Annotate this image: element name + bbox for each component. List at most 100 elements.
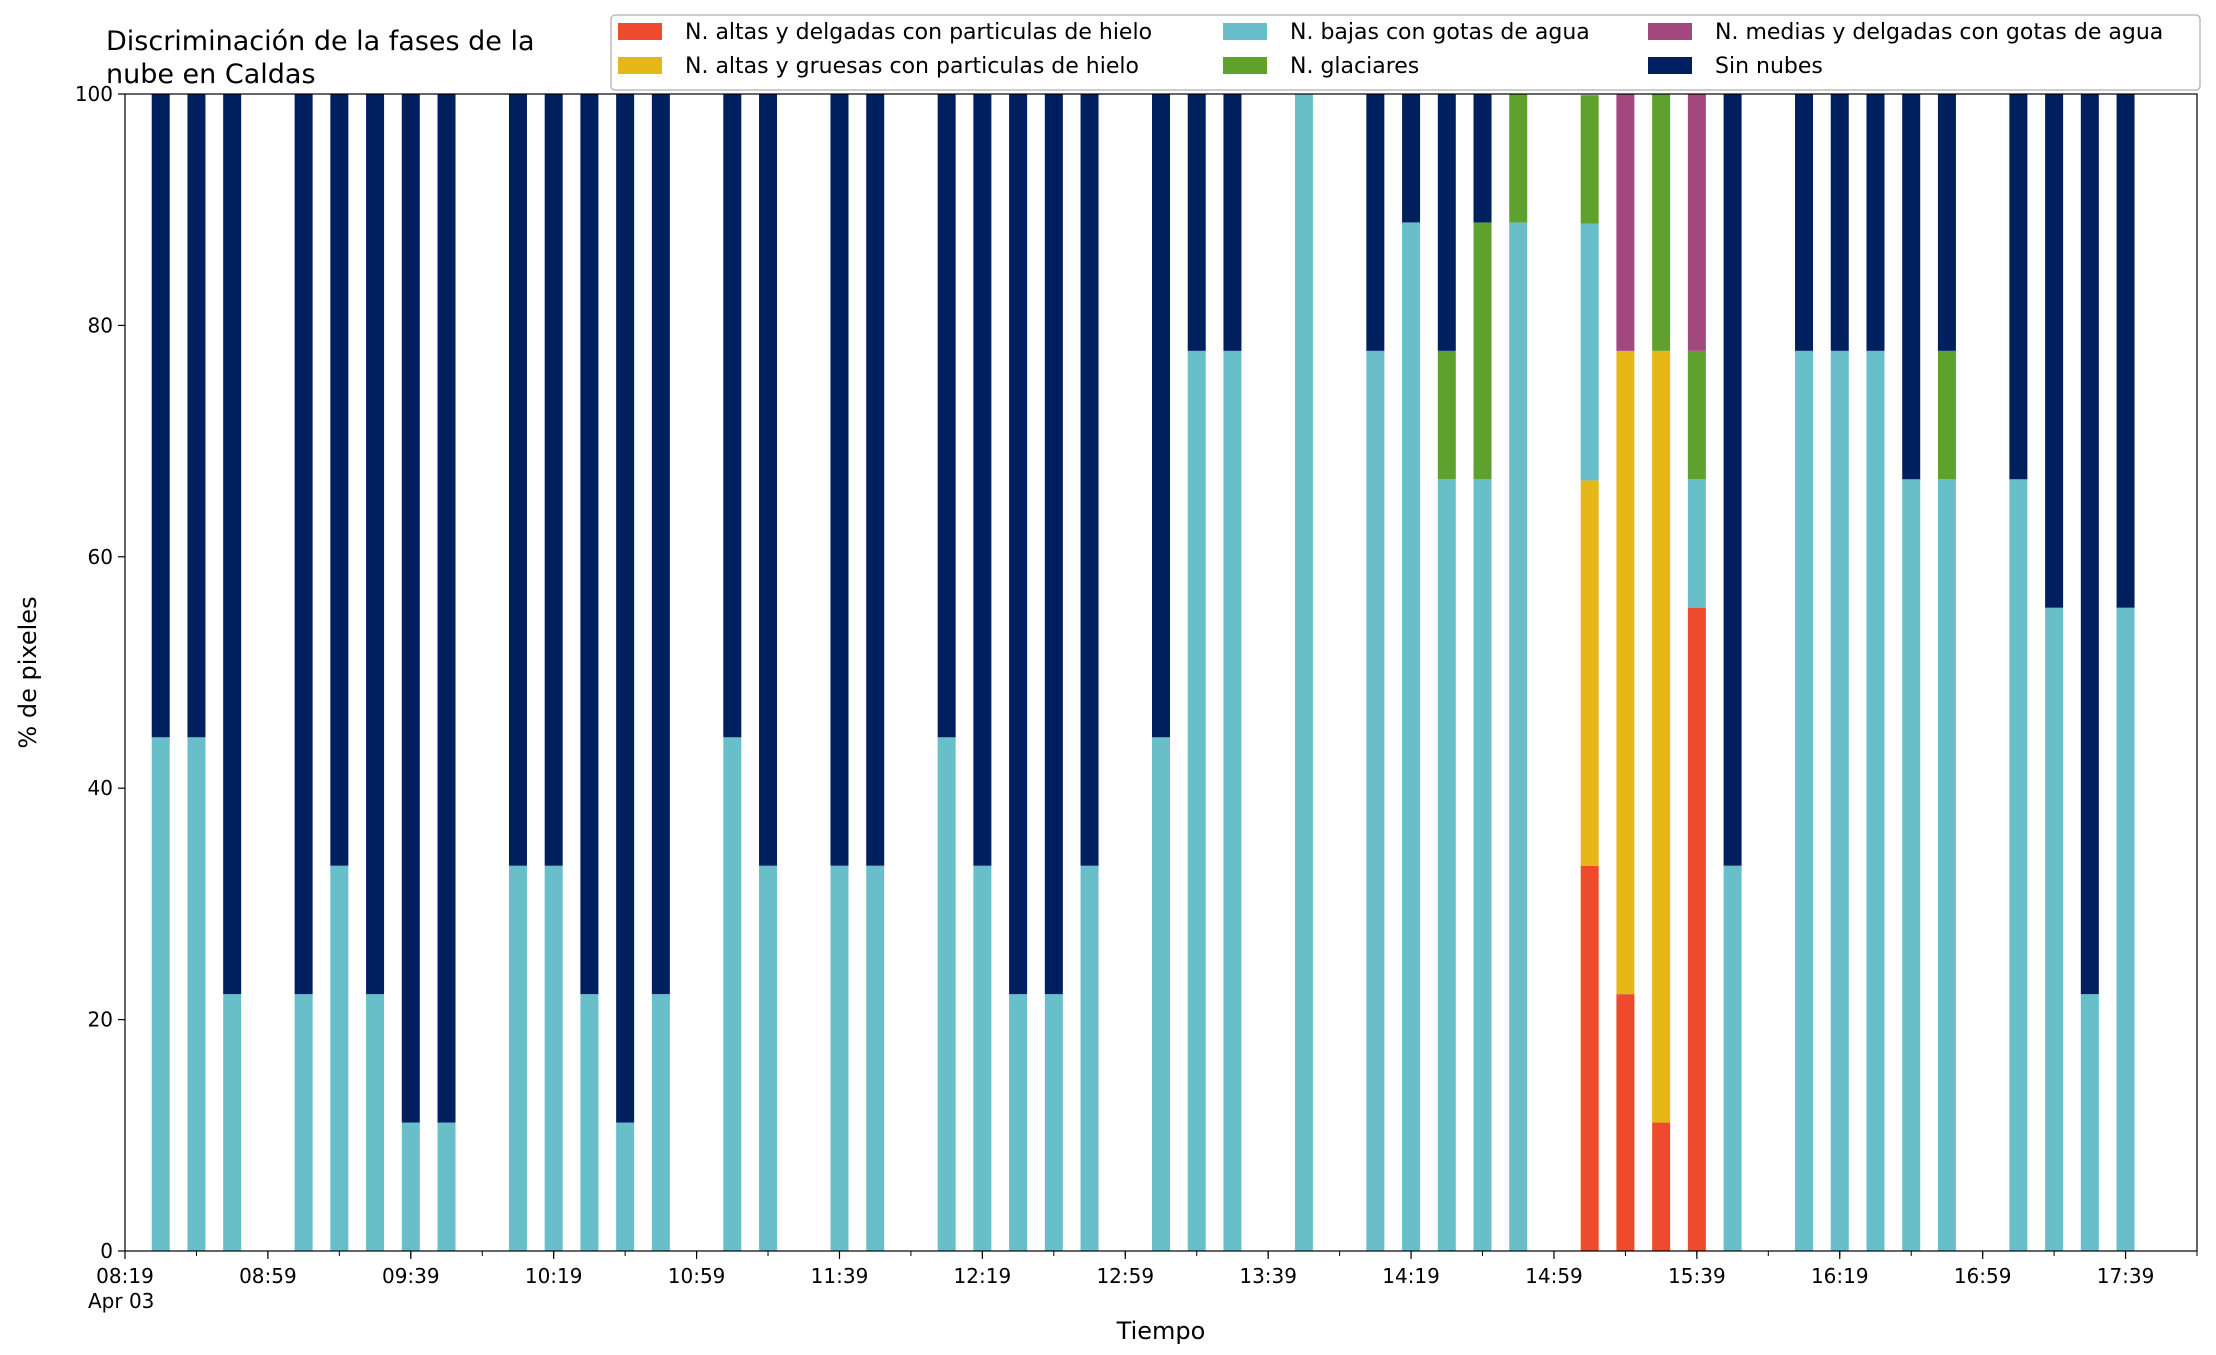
bar-segment-1-5 xyxy=(187,94,206,738)
bar-segment-17-2 xyxy=(937,737,956,1251)
bar-segment-33-3 xyxy=(1652,94,1671,351)
bar-segment-23-2 xyxy=(1187,350,1206,1252)
legend-swatch-1 xyxy=(618,57,662,74)
bar-segment-33-1 xyxy=(1652,350,1671,1123)
bar-segment-17-5 xyxy=(937,94,956,738)
bar-segment-40-3 xyxy=(1937,350,1956,480)
bar-segment-32-4 xyxy=(1616,94,1635,351)
bar-segment-4-2 xyxy=(330,865,349,1251)
bar-segment-5-5 xyxy=(366,94,385,995)
x-tick-label-7: 12:59 xyxy=(1096,1264,1154,1288)
bar-segment-38-2 xyxy=(1866,350,1885,1252)
bar-segment-28-5 xyxy=(1437,94,1456,351)
y-tick-label-100: 100 xyxy=(75,82,113,106)
bar-segment-29-3 xyxy=(1473,222,1492,480)
bar-segment-0-2 xyxy=(151,737,170,1251)
legend-label-0: N. altas y delgadas con particulas de hi… xyxy=(685,20,1152,45)
legend-frame xyxy=(610,14,2201,91)
bar-segment-40-5 xyxy=(1937,94,1956,351)
bar-segment-16-5 xyxy=(866,94,885,866)
legend-label-3: N. glaciares xyxy=(1290,54,1419,79)
x-axis-label: Tiempo xyxy=(1116,1317,1206,1345)
x-tick-label-2: 09:39 xyxy=(382,1264,440,1288)
bar-segment-31-2 xyxy=(1580,223,1599,481)
plot-frame xyxy=(124,93,2198,1252)
bar-segment-44-2 xyxy=(2116,607,2135,1251)
bar-segment-34-0 xyxy=(1687,607,1706,1251)
bar-segment-15-2 xyxy=(830,865,849,1251)
bar-segment-7-5 xyxy=(437,94,456,1123)
x-tick-label-14: 17:39 xyxy=(2097,1264,2155,1288)
x-tick-label-13: 16:59 xyxy=(1954,1264,2012,1288)
x-tick-label-6: 12:19 xyxy=(954,1264,1012,1288)
bar-segment-22-2 xyxy=(1152,737,1170,1251)
bar-segment-24-5 xyxy=(1223,94,1242,351)
bar-segment-13-2 xyxy=(723,737,742,1251)
bar-segment-37-2 xyxy=(1830,350,1849,1252)
bar-segment-22-5 xyxy=(1152,94,1170,738)
x-tick-label-0: 08:19 xyxy=(96,1264,154,1288)
bar-segment-32-0 xyxy=(1616,994,1635,1251)
bar-segment-26-2 xyxy=(1366,350,1385,1252)
bar-segment-10-5 xyxy=(580,94,599,995)
bar-segment-34-3 xyxy=(1687,350,1706,480)
bar-segment-4-5 xyxy=(330,94,349,866)
bar-segment-26-5 xyxy=(1366,94,1385,351)
bar-segment-44-5 xyxy=(2116,94,2135,608)
bar-segment-14-2 xyxy=(759,865,778,1251)
x-tick-label-4: 10:59 xyxy=(668,1264,726,1288)
bar-segment-9-5 xyxy=(544,94,563,866)
bar-segment-18-2 xyxy=(973,865,992,1251)
bar-segment-30-2 xyxy=(1509,222,1528,1252)
legend-label-4: N. medias y delgadas con gotas de agua xyxy=(1715,20,2163,45)
bar-segment-9-2 xyxy=(544,865,563,1251)
y-tick-label-80: 80 xyxy=(88,313,113,337)
bar-segment-14-5 xyxy=(759,94,778,866)
x-tick-label-10: 14:59 xyxy=(1525,1264,1583,1288)
bar-segment-35-2 xyxy=(1723,865,1742,1251)
bar-segment-10-2 xyxy=(580,994,599,1251)
bar-segment-19-5 xyxy=(1009,94,1028,995)
x-tick-label-9: 14:19 xyxy=(1382,1264,1440,1288)
x-tick-label-11: 15:39 xyxy=(1668,1264,1726,1288)
legend-swatch-3 xyxy=(1223,57,1267,74)
x-tick-label-5: 11:39 xyxy=(811,1264,869,1288)
bar-segment-5-2 xyxy=(366,994,385,1251)
bar-segment-24-2 xyxy=(1223,350,1242,1252)
legend-label-5: Sin nubes xyxy=(1715,54,1823,79)
y-tick-label-0: 0 xyxy=(100,1239,113,1263)
bar-segment-6-2 xyxy=(401,1122,420,1251)
bar-segment-3-2 xyxy=(294,994,313,1251)
bar-segment-41-5 xyxy=(2009,94,2028,480)
bar-segment-8-5 xyxy=(508,94,527,866)
bar-segment-40-2 xyxy=(1937,479,1956,1251)
bar-segment-27-5 xyxy=(1402,94,1421,223)
y-tick-label-20: 20 xyxy=(88,1008,113,1032)
x-tick-label-8: 13:39 xyxy=(1239,1264,1297,1288)
bar-segment-31-3 xyxy=(1580,95,1599,224)
legend-swatch-4 xyxy=(1648,23,1692,40)
bar-segment-42-5 xyxy=(2045,94,2064,608)
bar-segment-8-2 xyxy=(508,865,527,1251)
bar-segment-11-2 xyxy=(616,1122,635,1251)
bar-segment-29-5 xyxy=(1473,94,1492,223)
bar-segment-13-5 xyxy=(723,94,742,738)
legend: N. altas y delgadas con particulas de hi… xyxy=(610,14,2201,91)
bar-segment-36-5 xyxy=(1795,94,1814,351)
legend-label-1: N. altas y gruesas con particulas de hie… xyxy=(685,54,1139,79)
x-tick-label-1: 08:59 xyxy=(239,1264,297,1288)
bar-segment-39-2 xyxy=(1902,479,1921,1251)
bar-segment-29-2 xyxy=(1473,479,1492,1251)
bar-segment-27-2 xyxy=(1402,222,1421,1252)
bar-segment-21-5 xyxy=(1080,94,1099,866)
bar-segment-2-2 xyxy=(223,994,242,1251)
bar-segment-20-2 xyxy=(1044,994,1063,1251)
axes-layer: 0 20 40 60 80 100 08:19 08:59 09:39 10:19 10:59 11:… xyxy=(75,82,2198,1313)
legend-swatch-0 xyxy=(618,23,662,40)
bar-segment-36-2 xyxy=(1795,350,1814,1252)
bar-segment-25-2 xyxy=(1294,94,1313,1251)
bar-segment-1-2 xyxy=(187,737,206,1251)
bar-segment-18-5 xyxy=(973,94,992,866)
legend-swatch-2 xyxy=(1223,23,1267,40)
